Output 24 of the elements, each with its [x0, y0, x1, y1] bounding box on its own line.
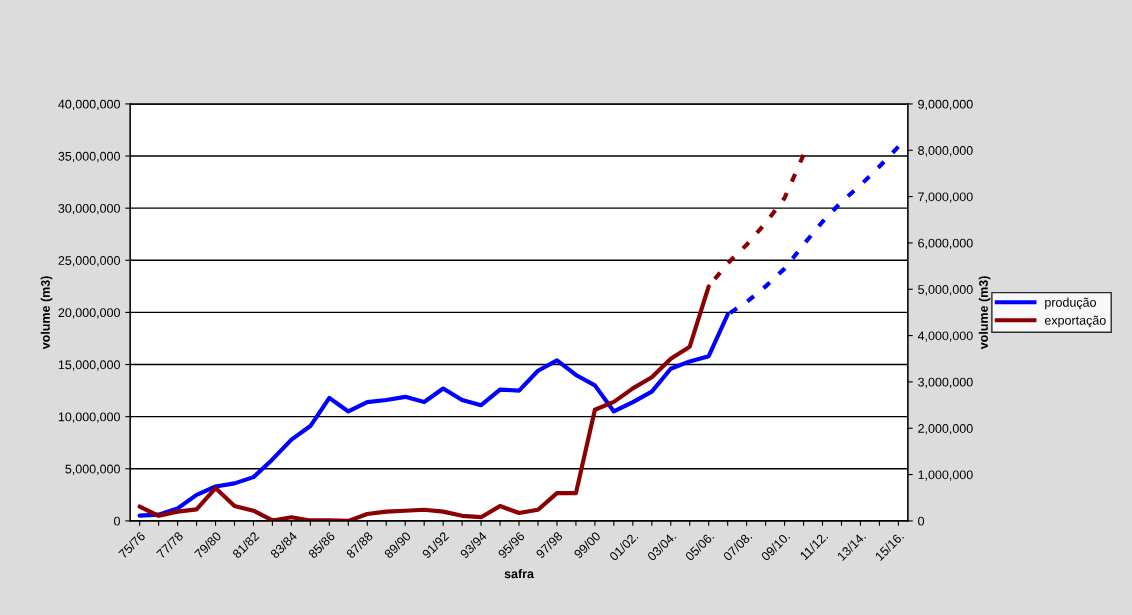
- y-tick-label: 40,000,000: [58, 99, 120, 111]
- y-tick-label: 25,000,000: [58, 256, 120, 267]
- y-tick-label: 30,000,000: [58, 203, 120, 215]
- y2-axis-title: volume (m3): [978, 276, 991, 350]
- legend-label: produção: [1045, 297, 1096, 310]
- y-tick-label: 20,000,000: [58, 308, 120, 319]
- y-tick-label: 10,000,000: [58, 412, 120, 423]
- y2-tick-label: 6,000,000: [918, 238, 973, 250]
- y-tick-label: 5,000,000: [65, 464, 120, 475]
- y-tick-label: 0: [113, 516, 120, 526]
- y2-tick-label: 5,000,000: [918, 285, 973, 296]
- y2-tick-label: 2,000,000: [918, 424, 973, 435]
- y2-tick-label: 1,000,000: [918, 470, 973, 481]
- y2-tick-label: 4,000,000: [917, 331, 973, 342]
- y-tick-label: 15,000,000: [58, 360, 120, 371]
- y2-tick-label: 9,000,000: [918, 99, 973, 111]
- x-axis-title: safra: [504, 568, 535, 579]
- y2-tick-label: 7,000,000: [918, 192, 973, 203]
- y2-tick-label: 3,000,000: [918, 377, 973, 389]
- legend-label: exportação: [1044, 315, 1106, 328]
- y-axis-title: volume (m3): [40, 276, 53, 350]
- y2-tick-label: 8,000,000: [918, 146, 973, 157]
- y-tick-label: 35,000,000: [58, 151, 120, 163]
- y2-tick-label: 0: [918, 516, 925, 526]
